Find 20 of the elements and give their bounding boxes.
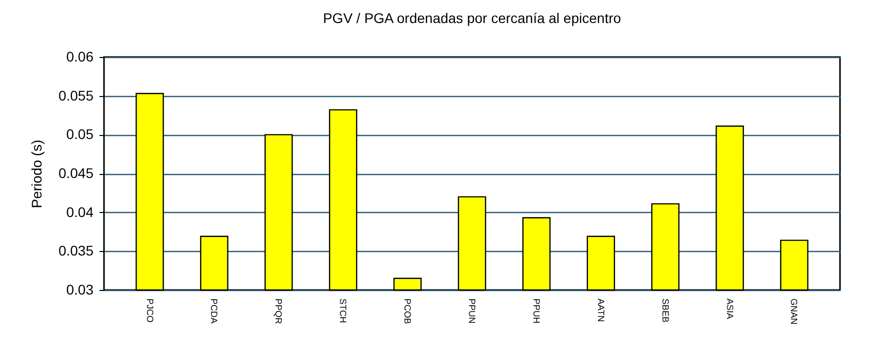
y-tick-label: 0.04: [66, 204, 94, 220]
x-tick-label: PJCO: [144, 298, 155, 323]
x-tick-label: PPUN: [467, 298, 477, 324]
x-tick-label: ASIA: [724, 298, 735, 320]
y-tick-label: 0.035: [58, 242, 94, 259]
x-tick-label: PCOB: [402, 298, 413, 324]
x-tick-label: SBEB: [660, 298, 670, 323]
chart-title: PGV / PGA ordenadas por cercanía al epicentro: [322, 10, 622, 26]
x-tick-label: PPUH: [531, 298, 542, 324]
x-tick-label: PPQR: [274, 298, 284, 325]
y-tick-label: 0.055: [58, 87, 94, 104]
x-tick-label: AATN: [596, 298, 606, 322]
y-tick-label: 0.045: [58, 165, 94, 181]
y-tick-label: 0.05: [66, 126, 94, 142]
y-tick-label: 0.03: [66, 282, 94, 298]
y-tick-label: 0.06: [66, 48, 94, 64]
x-tick-label: STCH: [338, 298, 348, 323]
x-tick-label: PCDA: [209, 298, 220, 324]
y-axis-title: Periodo (s): [28, 140, 44, 208]
x-tick-label: GNAN: [789, 298, 800, 325]
